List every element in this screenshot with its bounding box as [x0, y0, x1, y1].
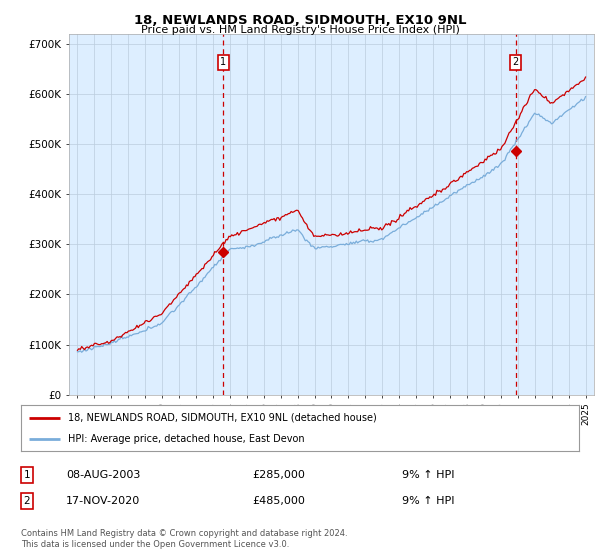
- Text: £285,000: £285,000: [252, 470, 305, 480]
- Text: 2: 2: [23, 496, 31, 506]
- Text: 17-NOV-2020: 17-NOV-2020: [66, 496, 140, 506]
- Text: 9% ↑ HPI: 9% ↑ HPI: [402, 496, 455, 506]
- Text: HPI: Average price, detached house, East Devon: HPI: Average price, detached house, East…: [68, 434, 305, 444]
- Text: 18, NEWLANDS ROAD, SIDMOUTH, EX10 9NL: 18, NEWLANDS ROAD, SIDMOUTH, EX10 9NL: [134, 14, 466, 27]
- Text: Price paid vs. HM Land Registry's House Price Index (HPI): Price paid vs. HM Land Registry's House …: [140, 25, 460, 35]
- Text: £485,000: £485,000: [252, 496, 305, 506]
- Text: 1: 1: [23, 470, 31, 480]
- Text: 18, NEWLANDS ROAD, SIDMOUTH, EX10 9NL (detached house): 18, NEWLANDS ROAD, SIDMOUTH, EX10 9NL (d…: [68, 413, 377, 423]
- Text: 08-AUG-2003: 08-AUG-2003: [66, 470, 140, 480]
- Text: 1: 1: [220, 58, 226, 68]
- Text: 2: 2: [512, 58, 519, 68]
- Text: Contains HM Land Registry data © Crown copyright and database right 2024.
This d: Contains HM Land Registry data © Crown c…: [21, 529, 347, 549]
- Text: 9% ↑ HPI: 9% ↑ HPI: [402, 470, 455, 480]
